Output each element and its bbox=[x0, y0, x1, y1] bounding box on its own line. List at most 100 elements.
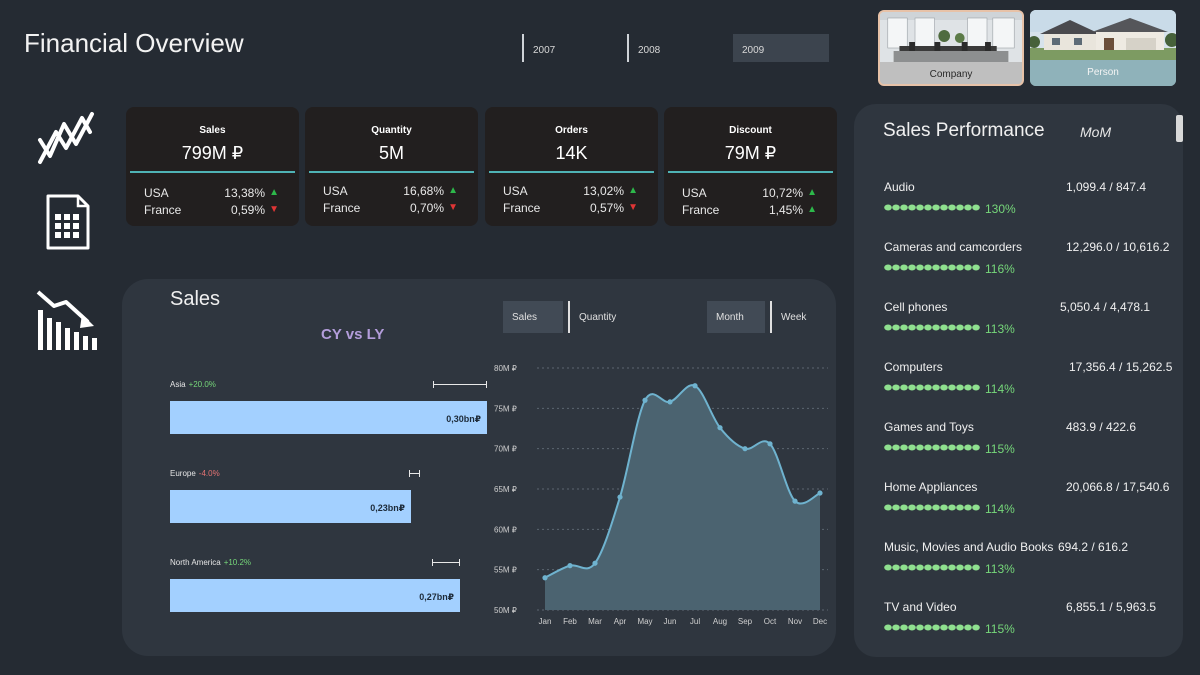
arrow-up-icon: ▲ bbox=[628, 185, 638, 196]
company-card-label: Company bbox=[880, 62, 1022, 84]
region-change: +20.0% bbox=[188, 380, 216, 389]
data-point[interactable] bbox=[617, 494, 623, 500]
category-name: Audio bbox=[884, 180, 915, 194]
mom-percentage: 113% bbox=[985, 322, 1015, 336]
category-values: 1,099.4 / 847.4 bbox=[1066, 180, 1147, 194]
y-tick-label: 65M ₽ bbox=[494, 485, 517, 494]
mom-percentage: 114% bbox=[985, 382, 1015, 396]
kpi-row-france: France 1,45% ▲ bbox=[682, 203, 817, 217]
category-name: Cell phones bbox=[884, 300, 948, 314]
cy-vs-ly-title: CY vs LY bbox=[321, 326, 385, 343]
kpi-value: 5M bbox=[378, 143, 404, 163]
trend-lines-icon[interactable] bbox=[36, 110, 96, 168]
house-photo-icon bbox=[1030, 10, 1176, 60]
progress-dots-icon bbox=[884, 264, 980, 271]
x-tick-label: Nov bbox=[788, 617, 802, 626]
x-tick-label: Feb bbox=[563, 617, 577, 626]
category-values: 17,356.4 / 15,262.5 bbox=[1069, 360, 1173, 374]
kpi-divider bbox=[668, 171, 833, 173]
performance-item[interactable]: Games and Toys 483.9 / 422.6 115% bbox=[884, 420, 1174, 480]
kpi-country: France bbox=[503, 201, 541, 215]
declining-bar-chart-icon[interactable] bbox=[36, 288, 98, 352]
x-tick-label: Apr bbox=[614, 617, 627, 626]
mom-percentage: 114% bbox=[985, 502, 1015, 516]
performance-item[interactable]: Cameras and camcorders 12,296.0 / 10,616.… bbox=[884, 240, 1174, 300]
progress-dots-icon bbox=[884, 624, 980, 631]
performance-item[interactable]: Music, Movies and Audio Books 694.2 / 616… bbox=[884, 540, 1174, 600]
kpi-label: Quantity bbox=[371, 125, 412, 136]
week-period-button[interactable]: Week bbox=[770, 301, 820, 333]
kpi-country: France bbox=[323, 201, 361, 215]
data-point[interactable] bbox=[542, 575, 548, 581]
ly-range-marker bbox=[432, 559, 460, 566]
kpi-card-orders: Orders 14K USA 13,02% ▲ France 0,57% ▼ bbox=[485, 107, 658, 226]
kpi-country: USA bbox=[144, 186, 169, 200]
data-point[interactable] bbox=[692, 383, 698, 389]
kpi-row-france: France 0,59% ▼ bbox=[144, 203, 279, 217]
kpi-pct: 16,68% bbox=[403, 184, 444, 198]
x-tick-label: Jan bbox=[539, 617, 552, 626]
category-name: Home Appliances bbox=[884, 480, 978, 494]
scrollbar-thumb[interactable] bbox=[1176, 115, 1183, 142]
category-name: TV and Video bbox=[884, 600, 957, 614]
month-period-button[interactable]: Month bbox=[707, 301, 765, 333]
y-tick-label: 50M ₽ bbox=[494, 606, 517, 615]
x-tick-label: Oct bbox=[764, 617, 777, 626]
mom-percentage: 113% bbox=[985, 562, 1015, 576]
kpi-card-discount: Discount 79M ₽ USA 10,72% ▲ France 1,45%… bbox=[664, 107, 837, 226]
region-bar-asia[interactable]: 0,30bn₽ bbox=[170, 401, 487, 434]
data-point[interactable] bbox=[592, 560, 598, 566]
performance-item[interactable]: Home Appliances 20,066.8 / 17,540.6 114% bbox=[884, 480, 1174, 540]
kpi-row-usa: USA 10,72% ▲ bbox=[682, 186, 817, 200]
mom-percentage: 116% bbox=[985, 262, 1015, 276]
kpi-card-sales: Sales 799M ₽ USA 13,38% ▲ France 0,59% ▼ bbox=[126, 107, 299, 226]
kpi-card-quantity: Quantity 5M USA 16,68% ▲ France 0,70% ▼ bbox=[305, 107, 478, 226]
arrow-up-icon: ▲ bbox=[269, 187, 279, 198]
region-bar-north-america[interactable]: 0,27bn₽ bbox=[170, 579, 460, 612]
category-values: 6,855.1 / 5,963.5 bbox=[1066, 600, 1157, 614]
data-point[interactable] bbox=[767, 441, 773, 447]
data-point[interactable] bbox=[742, 446, 748, 452]
year-2009-button[interactable]: 2009 bbox=[733, 34, 829, 62]
calculator-icon[interactable] bbox=[42, 192, 92, 252]
year-2007-button[interactable]: 2007 bbox=[522, 34, 618, 62]
monthly-sales-area-chart: 50M ₽ 55M ₽ 60M ₽ 65M ₽ 70M ₽ 75M ₽ 80M ₽ Jan Fe… bbox=[494, 364, 828, 626]
page-title: Financial Overview bbox=[24, 28, 244, 58]
kpi-row-usa: USA 13,02% ▲ bbox=[503, 184, 638, 198]
quantity-metric-button[interactable]: Quantity bbox=[568, 301, 648, 333]
kpi-row-usa: USA 13,38% ▲ bbox=[144, 186, 279, 200]
data-point[interactable] bbox=[817, 490, 823, 496]
kpi-label: Discount bbox=[729, 125, 772, 136]
company-nav-card[interactable]: Company bbox=[878, 10, 1024, 86]
arrow-down-icon: ▼ bbox=[628, 202, 638, 213]
performance-item[interactable]: Audio 1,099.4 / 847.4 130% bbox=[884, 180, 1174, 240]
region-name: North America bbox=[170, 558, 221, 567]
category-values: 20,066.8 / 17,540.6 bbox=[1066, 480, 1170, 494]
y-tick-label: 60M ₽ bbox=[494, 525, 517, 534]
mom-percentage: 115% bbox=[985, 622, 1015, 636]
kpi-value: 79M ₽ bbox=[724, 143, 777, 163]
ly-range-marker bbox=[433, 381, 487, 388]
region-change: +10.2% bbox=[223, 558, 252, 567]
sales-area-fill bbox=[545, 385, 820, 610]
progress-dots-icon bbox=[884, 564, 980, 571]
region-bar-europe[interactable]: 0,23bn₽ bbox=[170, 490, 411, 523]
data-point[interactable] bbox=[567, 563, 573, 569]
sales-panel: Sales CY vs LY Asia +20.0% 0,30bn₽ Europe… bbox=[122, 279, 836, 656]
mom-percentage: 115% bbox=[985, 442, 1015, 456]
person-nav-card[interactable]: Person bbox=[1030, 10, 1176, 86]
y-tick-label: 55M ₽ bbox=[494, 566, 517, 575]
kpi-value: 14K bbox=[555, 143, 588, 163]
sales-metric-button[interactable]: Sales bbox=[503, 301, 563, 333]
performance-item[interactable]: TV and Video 6,855.1 / 5,963.5 115% bbox=[884, 600, 1174, 660]
performance-item[interactable]: Computers 17,356.4 / 15,262.5 114% bbox=[884, 360, 1174, 420]
data-point[interactable] bbox=[642, 397, 648, 403]
data-point[interactable] bbox=[717, 425, 723, 431]
region-label-europe: Europe -4.0% bbox=[170, 469, 220, 478]
x-tick-label: Dec bbox=[813, 617, 827, 626]
data-point[interactable] bbox=[667, 399, 673, 405]
performance-item[interactable]: Cell phones 5,050.4 / 4,478.1 113% bbox=[884, 300, 1174, 360]
year-2008-button[interactable]: 2008 bbox=[627, 34, 723, 62]
category-values: 5,050.4 / 4,478.1 bbox=[1060, 300, 1151, 314]
data-point[interactable] bbox=[792, 498, 798, 504]
